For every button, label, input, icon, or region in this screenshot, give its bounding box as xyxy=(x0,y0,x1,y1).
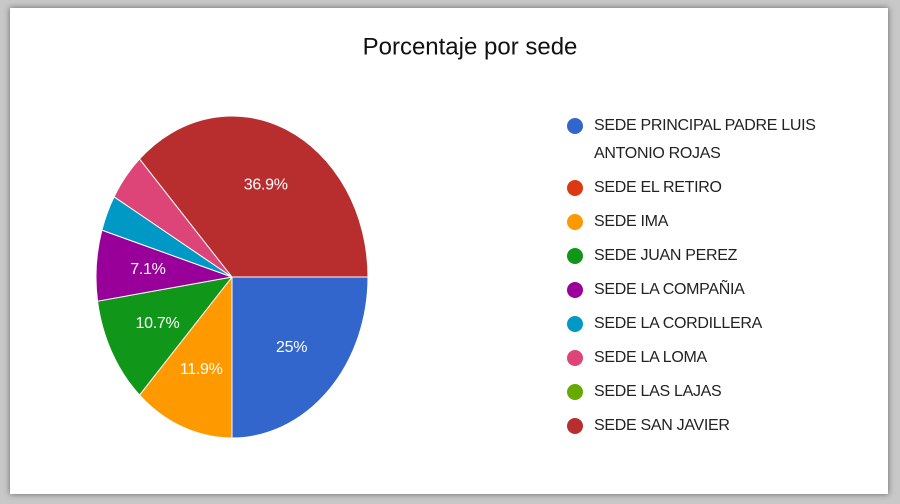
legend-label: SEDE PRINCIPAL PADRE LUIS ANTONIO ROJAS xyxy=(594,117,816,162)
pie-slice xyxy=(138,115,369,278)
legend-label: SEDE LA COMPAÑIA xyxy=(594,281,745,298)
legend-item: SEDE LA LOMA xyxy=(566,344,856,372)
legend-label: SEDE JUAN PEREZ xyxy=(594,247,738,264)
legend-swatch xyxy=(567,118,583,134)
legend-swatch xyxy=(567,248,583,264)
legend-swatch xyxy=(567,350,583,366)
legend-item: SEDE JUAN PEREZ xyxy=(566,242,856,270)
legend-label: SEDE SAN JAVIER xyxy=(594,417,730,434)
legend-swatch xyxy=(567,384,583,400)
legend-item: SEDE LAS LAJAS xyxy=(566,378,856,406)
pie-slice xyxy=(138,275,233,439)
data-label: 11.9% xyxy=(180,361,223,378)
pie-slice xyxy=(231,276,369,439)
legend-item: SEDE LA COMPAÑIA xyxy=(566,276,856,304)
pie-slice xyxy=(96,276,234,396)
legend: SEDE PRINCIPAL PADRE LUIS ANTONIO ROJAS S… xyxy=(566,112,856,446)
data-label: 7.1% xyxy=(130,261,165,278)
data-label: 25% xyxy=(276,339,307,356)
legend-item: SEDE IMA xyxy=(566,208,856,236)
data-label: 36.9% xyxy=(244,177,288,194)
legend-swatch xyxy=(567,214,583,230)
legend-label: SEDE LAS LAJAS xyxy=(594,383,722,400)
chart-title: Porcentaje por sede xyxy=(363,33,578,60)
legend-label: SEDE IMA xyxy=(594,213,669,230)
legend-item: SEDE LA CORDILLERA xyxy=(566,310,856,338)
legend-label: SEDE LA CORDILLERA xyxy=(594,315,762,332)
legend-item: SEDE SAN JAVIER xyxy=(566,412,856,440)
legend-item: SEDE PRINCIPAL PADRE LUIS ANTONIO ROJAS xyxy=(566,112,856,168)
data-label: 10.7% xyxy=(136,315,180,332)
legend-item: SEDE EL RETIRO xyxy=(566,174,856,202)
legend-swatch xyxy=(567,418,583,434)
legend-swatch xyxy=(567,282,583,298)
legend-swatch xyxy=(567,316,583,332)
legend-label: SEDE EL RETIRO xyxy=(594,179,722,196)
legend-swatch xyxy=(567,180,583,196)
legend-label: SEDE LA LOMA xyxy=(594,349,707,366)
